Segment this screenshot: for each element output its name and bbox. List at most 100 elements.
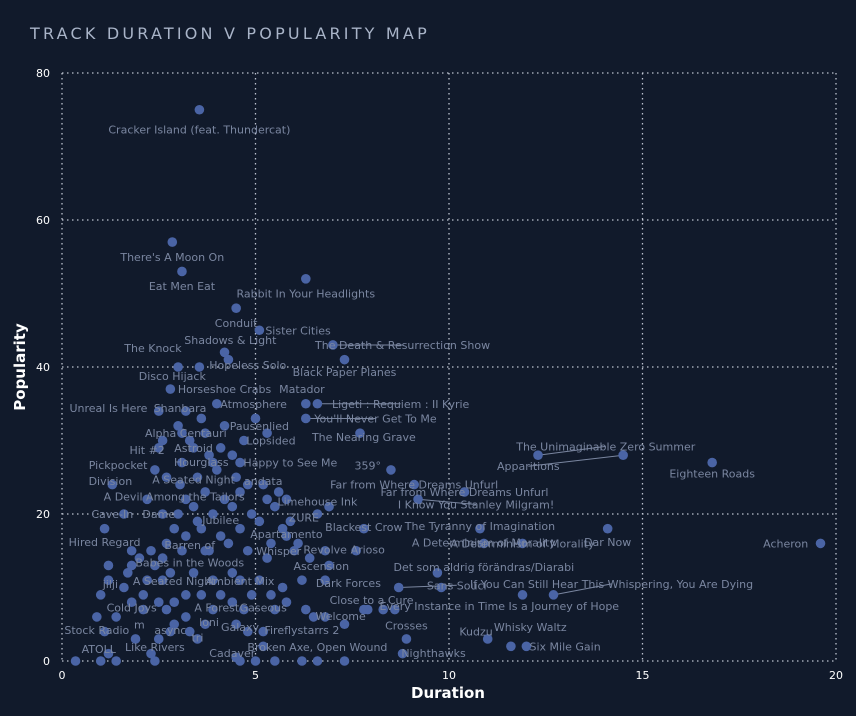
point-label: If You Can Still Hear This Whispering, Y… bbox=[470, 578, 753, 591]
data-point bbox=[208, 604, 218, 615]
data-point bbox=[188, 501, 199, 512]
data-point bbox=[436, 582, 447, 593]
data-point bbox=[196, 413, 207, 424]
point-label: Pickpocket bbox=[89, 459, 148, 472]
data-point bbox=[194, 104, 205, 115]
data-point bbox=[815, 538, 826, 549]
data-point bbox=[227, 501, 238, 512]
data-point bbox=[517, 590, 528, 600]
point-label: tri bbox=[191, 631, 203, 644]
data-point bbox=[200, 428, 210, 438]
data-point bbox=[184, 626, 195, 637]
data-point bbox=[266, 590, 276, 600]
data-point bbox=[219, 494, 230, 505]
x-axis-label: Duration bbox=[411, 684, 485, 702]
data-point bbox=[281, 597, 292, 607]
data-point bbox=[173, 421, 183, 431]
point-label: You'll Never Get To Me bbox=[313, 412, 437, 425]
data-point bbox=[208, 575, 218, 585]
data-point bbox=[277, 582, 288, 593]
data-point bbox=[231, 652, 241, 663]
axes: Duration Popularity 0 5 10 15 20 0 20 40 60 80 bbox=[11, 67, 843, 702]
point-label: Cadaver bbox=[209, 647, 255, 660]
data-point bbox=[111, 656, 121, 666]
point-label: Broken Axe, Open Wound bbox=[247, 641, 387, 654]
point-label: Far from Where Dreams Unfurl bbox=[330, 479, 498, 492]
point-label: Eat Men Eat bbox=[149, 280, 216, 293]
data-point bbox=[250, 656, 261, 666]
point-label: m bbox=[134, 618, 145, 631]
point-label: The Nearing Grave bbox=[311, 431, 416, 444]
data-point bbox=[393, 582, 404, 593]
point-label: Ligeti : Requiem : II Kyrie bbox=[332, 398, 470, 411]
point-label: Jubilee bbox=[201, 514, 239, 527]
data-point bbox=[181, 590, 191, 600]
label-leader-line bbox=[528, 454, 624, 467]
data-point bbox=[390, 604, 400, 615]
data-point bbox=[254, 325, 265, 336]
point-label: Revolve bbox=[303, 543, 347, 556]
data-point bbox=[533, 450, 543, 461]
data-point bbox=[277, 523, 288, 534]
point-label: Ascension bbox=[294, 560, 350, 573]
point-label: Det som aldrig förändras/Diarabi bbox=[394, 561, 575, 574]
data-point bbox=[103, 575, 114, 585]
point-label: Happy to See Me bbox=[243, 457, 337, 470]
label-leader-line bbox=[537, 445, 606, 456]
data-point bbox=[401, 634, 412, 644]
data-point bbox=[194, 362, 205, 372]
data-point bbox=[177, 545, 187, 556]
data-point bbox=[175, 479, 185, 490]
point-label: andata bbox=[244, 475, 283, 488]
data-point bbox=[239, 435, 249, 446]
point-label: Every Instance in Time Is a Journey of H… bbox=[380, 600, 620, 613]
point-label: loni bbox=[199, 616, 219, 629]
point-label: Welcome bbox=[315, 610, 366, 623]
data-point bbox=[359, 523, 369, 534]
data-point bbox=[246, 590, 257, 600]
data-point bbox=[324, 501, 334, 512]
data-point bbox=[95, 656, 106, 666]
point-label: Shadows & Light bbox=[184, 334, 277, 347]
data-point bbox=[130, 634, 141, 644]
data-point bbox=[167, 237, 178, 247]
point-label: Arioso bbox=[351, 543, 386, 556]
data-point bbox=[200, 487, 210, 497]
data-point bbox=[192, 472, 203, 483]
data-point bbox=[204, 450, 214, 461]
data-point bbox=[212, 465, 222, 475]
point-label: The Unimaginable Zero Summer bbox=[515, 440, 696, 453]
point-label: Ambient Mix bbox=[206, 575, 275, 588]
data-point bbox=[165, 568, 176, 578]
point-label: Hit #2 bbox=[129, 444, 164, 457]
x-tick-label: 15 bbox=[636, 669, 650, 682]
data-point bbox=[262, 553, 272, 563]
data-point bbox=[339, 656, 350, 666]
data-point bbox=[215, 443, 226, 453]
data-point bbox=[161, 604, 172, 615]
data-point bbox=[153, 443, 164, 453]
data-point bbox=[153, 634, 164, 644]
data-point bbox=[126, 560, 137, 571]
data-point bbox=[227, 568, 238, 578]
data-point bbox=[153, 597, 164, 607]
data-point bbox=[99, 626, 110, 637]
data-point bbox=[196, 523, 207, 534]
y-tick-label: 20 bbox=[36, 508, 50, 521]
grid bbox=[61, 72, 837, 662]
data-point bbox=[177, 266, 187, 277]
data-point bbox=[188, 568, 199, 578]
point-label: Black Paper Planes bbox=[293, 366, 397, 379]
data-point bbox=[297, 575, 307, 585]
data-point bbox=[289, 545, 300, 556]
point-label: Eighteen Roads bbox=[669, 468, 755, 481]
data-point bbox=[320, 545, 330, 556]
point-label: Cold Joys bbox=[107, 601, 157, 614]
data-point bbox=[219, 421, 230, 431]
data-point bbox=[339, 619, 350, 630]
data-point bbox=[146, 648, 156, 659]
point-label: ZURE bbox=[289, 512, 319, 525]
point-label: Nighthawks bbox=[401, 647, 466, 660]
point-label: I Know You Stanley Milgram! bbox=[398, 498, 554, 511]
